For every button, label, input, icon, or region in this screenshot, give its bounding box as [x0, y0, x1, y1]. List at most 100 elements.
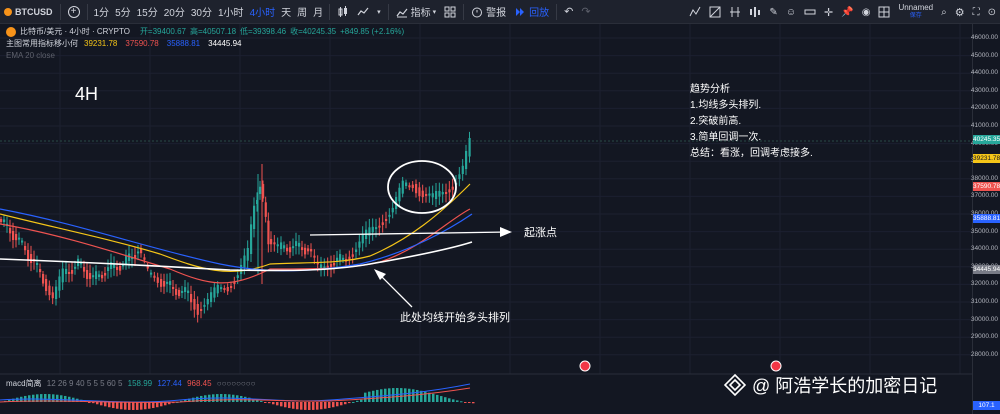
macd-histogram-bar	[104, 402, 107, 407]
macd-histogram-bar	[336, 402, 339, 407]
macd-histogram-bar	[280, 402, 283, 407]
symbol-search[interactable]: BTCUSD	[0, 0, 57, 24]
snapshot-button[interactable]: ⊙	[984, 0, 1000, 24]
interval-4[interactable]: 30分	[190, 8, 212, 19]
redo-button[interactable]: ↷	[577, 0, 594, 24]
interval-8[interactable]: 周	[297, 8, 308, 19]
macd-histogram-bar	[144, 402, 147, 410]
macd-histogram-bar	[68, 396, 71, 402]
macd-histogram-bar	[324, 402, 327, 409]
candle-body	[55, 286, 58, 299]
candle-body	[156, 277, 159, 283]
macd-histogram-bar	[452, 399, 455, 402]
candle-body	[264, 202, 267, 217]
macd-histogram-bar	[360, 399, 363, 402]
macd-histogram-bar	[92, 402, 95, 404]
interval-2[interactable]: 15分	[136, 8, 158, 19]
candle-body	[428, 193, 431, 196]
candle-body	[169, 281, 172, 285]
drawing-trend-button[interactable]	[685, 0, 705, 24]
interval-7[interactable]: 天	[281, 8, 292, 19]
candle-body	[256, 199, 259, 204]
macd-histogram-bar	[416, 389, 419, 402]
candle-body	[24, 246, 27, 251]
replay-icon	[516, 7, 525, 16]
settings-button[interactable]: ⚙	[951, 0, 969, 24]
candles-icon	[338, 5, 348, 17]
candle-body	[116, 267, 119, 270]
ma-indicator-name[interactable]: 主图常用指标移小何	[6, 39, 78, 48]
plus-circle-icon: +	[67, 5, 80, 18]
interval-3[interactable]: 20分	[163, 8, 185, 19]
interval-6[interactable]: 4小时	[249, 8, 276, 19]
ema-indicator-name[interactable]: EMA 20 close	[6, 51, 55, 60]
candle-body	[137, 251, 140, 254]
macd-histogram-bar	[44, 394, 47, 402]
candle-body	[187, 290, 190, 293]
compare-add-button[interactable]: +	[64, 0, 84, 24]
macd-histogram-bar	[332, 402, 335, 408]
candle-body	[468, 138, 471, 157]
price-tick: 44000.00	[970, 69, 998, 77]
price-tick: 35000.00	[970, 227, 998, 235]
price-chart[interactable]	[0, 24, 972, 414]
hide-button[interactable]: ◉	[858, 0, 875, 24]
macd-histogram-bar	[140, 402, 143, 410]
drawing-pattern-button[interactable]	[725, 0, 745, 24]
layout-name-button[interactable]: Unnamed 保存	[894, 0, 937, 24]
candle-body	[236, 275, 239, 278]
candle-body	[71, 270, 74, 274]
interval-0[interactable]: 1分	[93, 8, 110, 19]
replay-button[interactable]: 回放	[510, 0, 553, 24]
legend-title[interactable]: 比特币/美元 · 4小时 · CRYPTO	[20, 27, 130, 36]
measure-button[interactable]	[800, 0, 820, 24]
macd-params: 12 26 9 40 5 5 5 60 5	[46, 379, 123, 388]
interval-1[interactable]: 5分	[115, 8, 131, 19]
camera-icon: ⊙	[987, 6, 996, 18]
drawing-position-button[interactable]	[745, 0, 765, 24]
candle-body	[326, 265, 329, 268]
candle-body	[298, 242, 301, 247]
undo-button[interactable]: ↶	[560, 0, 577, 24]
drawing-icon-button[interactable]: ☺	[782, 0, 800, 24]
indicators-button[interactable]: 指标 ▾	[392, 0, 441, 24]
candle-body	[267, 220, 270, 245]
macd-histogram-bar	[60, 395, 63, 402]
templates-button[interactable]	[440, 0, 460, 24]
quick-search-button[interactable]: ⌕	[937, 0, 951, 24]
line-style-button[interactable]	[353, 0, 373, 24]
macd-name[interactable]: macd简离	[6, 379, 42, 388]
fullscreen-button[interactable]: ⛶	[969, 0, 984, 24]
macd-histogram-bar	[328, 402, 331, 409]
macd-histogram-bar	[152, 402, 155, 409]
interval-9[interactable]: 月	[313, 8, 324, 19]
arrow-head	[374, 269, 386, 280]
candle-body	[405, 182, 408, 186]
macd-histogram-bar	[296, 402, 299, 410]
interval-5[interactable]: 1小时	[218, 8, 244, 19]
candle-body	[342, 257, 345, 260]
candle-body	[80, 262, 83, 265]
macd-value-2: 127.44	[157, 379, 182, 388]
layout-grid-icon	[878, 6, 890, 18]
candle-body	[330, 264, 333, 269]
layout-button[interactable]	[874, 0, 894, 24]
magnet-button[interactable]: 📌	[837, 0, 857, 24]
drawing-text-button[interactable]: ✎	[765, 0, 781, 24]
candle-body	[163, 281, 166, 287]
ma-long-line	[0, 241, 473, 272]
ma-slow-value: 35888.81	[166, 39, 201, 48]
price-scale[interactable]: 46000.00 45000.00 44000.00 43000.00 42000.00…	[970, 24, 1000, 414]
chart-type-dropdown[interactable]: ▾	[373, 0, 385, 24]
macd-histogram-bar	[420, 390, 423, 402]
bar-style-button[interactable]	[333, 0, 353, 24]
interval-group: 1分 5分 15分 20分 30分 1小时 4小时天周月	[91, 0, 327, 24]
zoom-button[interactable]: ✛	[820, 0, 837, 24]
bitcoin-icon	[4, 7, 12, 16]
drawing-fib-button[interactable]	[705, 0, 725, 24]
macd-histogram-bar	[136, 402, 139, 410]
macd-histogram-bar	[40, 394, 43, 402]
legend-open: 开=39400.67	[139, 27, 186, 36]
alert-button[interactable]: 警报	[467, 0, 510, 24]
candle-body	[39, 269, 42, 273]
